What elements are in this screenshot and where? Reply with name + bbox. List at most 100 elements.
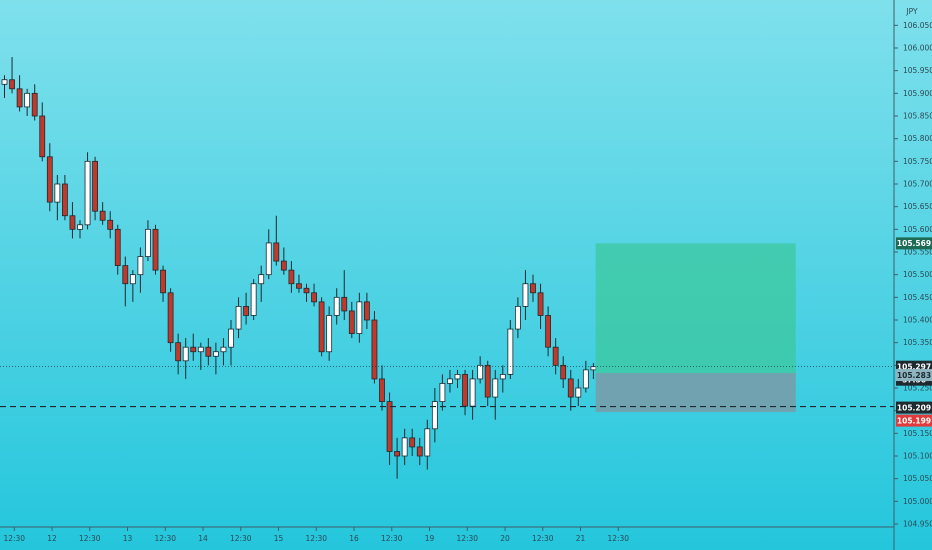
candle-bear [31,92,38,117]
y-tick-label: 105.750 [903,157,932,166]
candle-bull [54,183,61,203]
candle-bear [9,79,15,90]
stop-red-badge [896,414,932,427]
x-tick-label: 12:30 [532,534,554,543]
y-tick-label: 105.500 [903,270,932,279]
profit-zone[interactable] [595,243,796,374]
x-tick-label: 12:30 [79,534,101,543]
candle-bull [220,346,227,353]
candle-bear [175,342,182,362]
candle-bear [394,451,401,457]
candle-bull [145,228,151,257]
candle-bear [114,228,121,266]
candle-bull [77,224,83,230]
candle-bear [530,283,536,294]
candle-bear [552,346,559,366]
stop-price-badge [896,401,932,414]
candle-bull [1,79,8,85]
x-tick-label: 19 [425,534,435,543]
y-tick-label: 105.600 [903,225,932,234]
y-tick-label: 105.100 [903,452,932,461]
candle-bull [522,283,529,307]
candle-bear [46,156,53,203]
candle-bear [273,242,280,262]
y-tick-label: 105.350 [903,338,932,347]
candle-bull [492,378,499,398]
candle-bull [499,373,506,380]
candle-bull [212,351,219,357]
candle-bear [160,269,166,294]
candle-bear [379,378,385,402]
candle-bear [318,301,325,353]
candle-bull [129,274,136,285]
candle-bull [507,328,514,375]
candle-bull [477,364,484,380]
candle-bear [371,319,378,380]
y-tick-label: 105.700 [903,180,932,189]
candle-bear [122,265,129,285]
candle-bull [356,301,363,335]
candle-bull [250,283,257,316]
x-tick-label: 21 [576,534,586,543]
x-tick-label: 20 [500,534,510,543]
candle-bear [303,287,310,294]
currency-label: JPY [905,7,918,16]
candle-bear [205,346,212,357]
candle-bull [439,383,446,403]
y-tick-label: 105.450 [903,293,932,302]
current-price-badge-label: 105.297 [897,362,931,371]
candle-bull [590,366,597,371]
x-tick-label: 12:30 [3,534,25,543]
y-tick-label: 105.400 [903,316,932,325]
candle-bear [99,210,106,221]
x-tick-label: 16 [349,534,359,543]
candle-bear [560,364,567,380]
x-tick-label: 12:30 [607,534,629,543]
x-tick-label: 12:30 [230,534,252,543]
candle-bull [424,428,431,457]
target-price-badge-label: 105.569 [897,239,931,248]
entry-price-badge [896,369,932,382]
candle-bear [167,292,174,344]
candle-bull [265,242,272,276]
y-tick-label: 105.800 [903,134,932,143]
candle-bull [228,328,234,348]
y-tick-label: 106.050 [903,21,932,30]
candle-bear [190,346,197,353]
candle-bear [567,378,574,398]
candle-bull [326,315,333,353]
candle-bull [235,305,242,330]
candle-bear [348,310,355,334]
y-tick-label: 105.150 [903,429,932,438]
position-tool[interactable] [595,243,796,413]
candle-layer [1,57,597,479]
candle-bull [447,378,453,384]
x-tick-label: 15 [274,534,284,543]
loss-zone[interactable] [595,373,796,413]
candle-bull [258,274,265,285]
candle-bull [515,305,521,330]
x-tick-label: 14 [198,534,208,543]
candle-bull [197,346,204,353]
candle-bear [62,183,68,217]
candle-bull [575,387,582,398]
candle-bull [469,378,476,407]
candle-bear [39,115,46,158]
candle-bear [484,364,491,398]
candle-bear [107,219,114,230]
x-tick-label: 12 [47,534,57,543]
candle-bull [24,92,31,108]
candle-bear [243,305,250,316]
candle-bear [152,228,159,271]
candle-bull [582,369,589,389]
y-tick-label: 105.050 [903,474,932,483]
candle-bear [545,315,551,348]
y-tick-label: 105.950 [903,66,932,75]
price-lines [0,366,894,408]
candle-bear [69,215,76,230]
y-tick-label: 105.900 [903,89,932,98]
